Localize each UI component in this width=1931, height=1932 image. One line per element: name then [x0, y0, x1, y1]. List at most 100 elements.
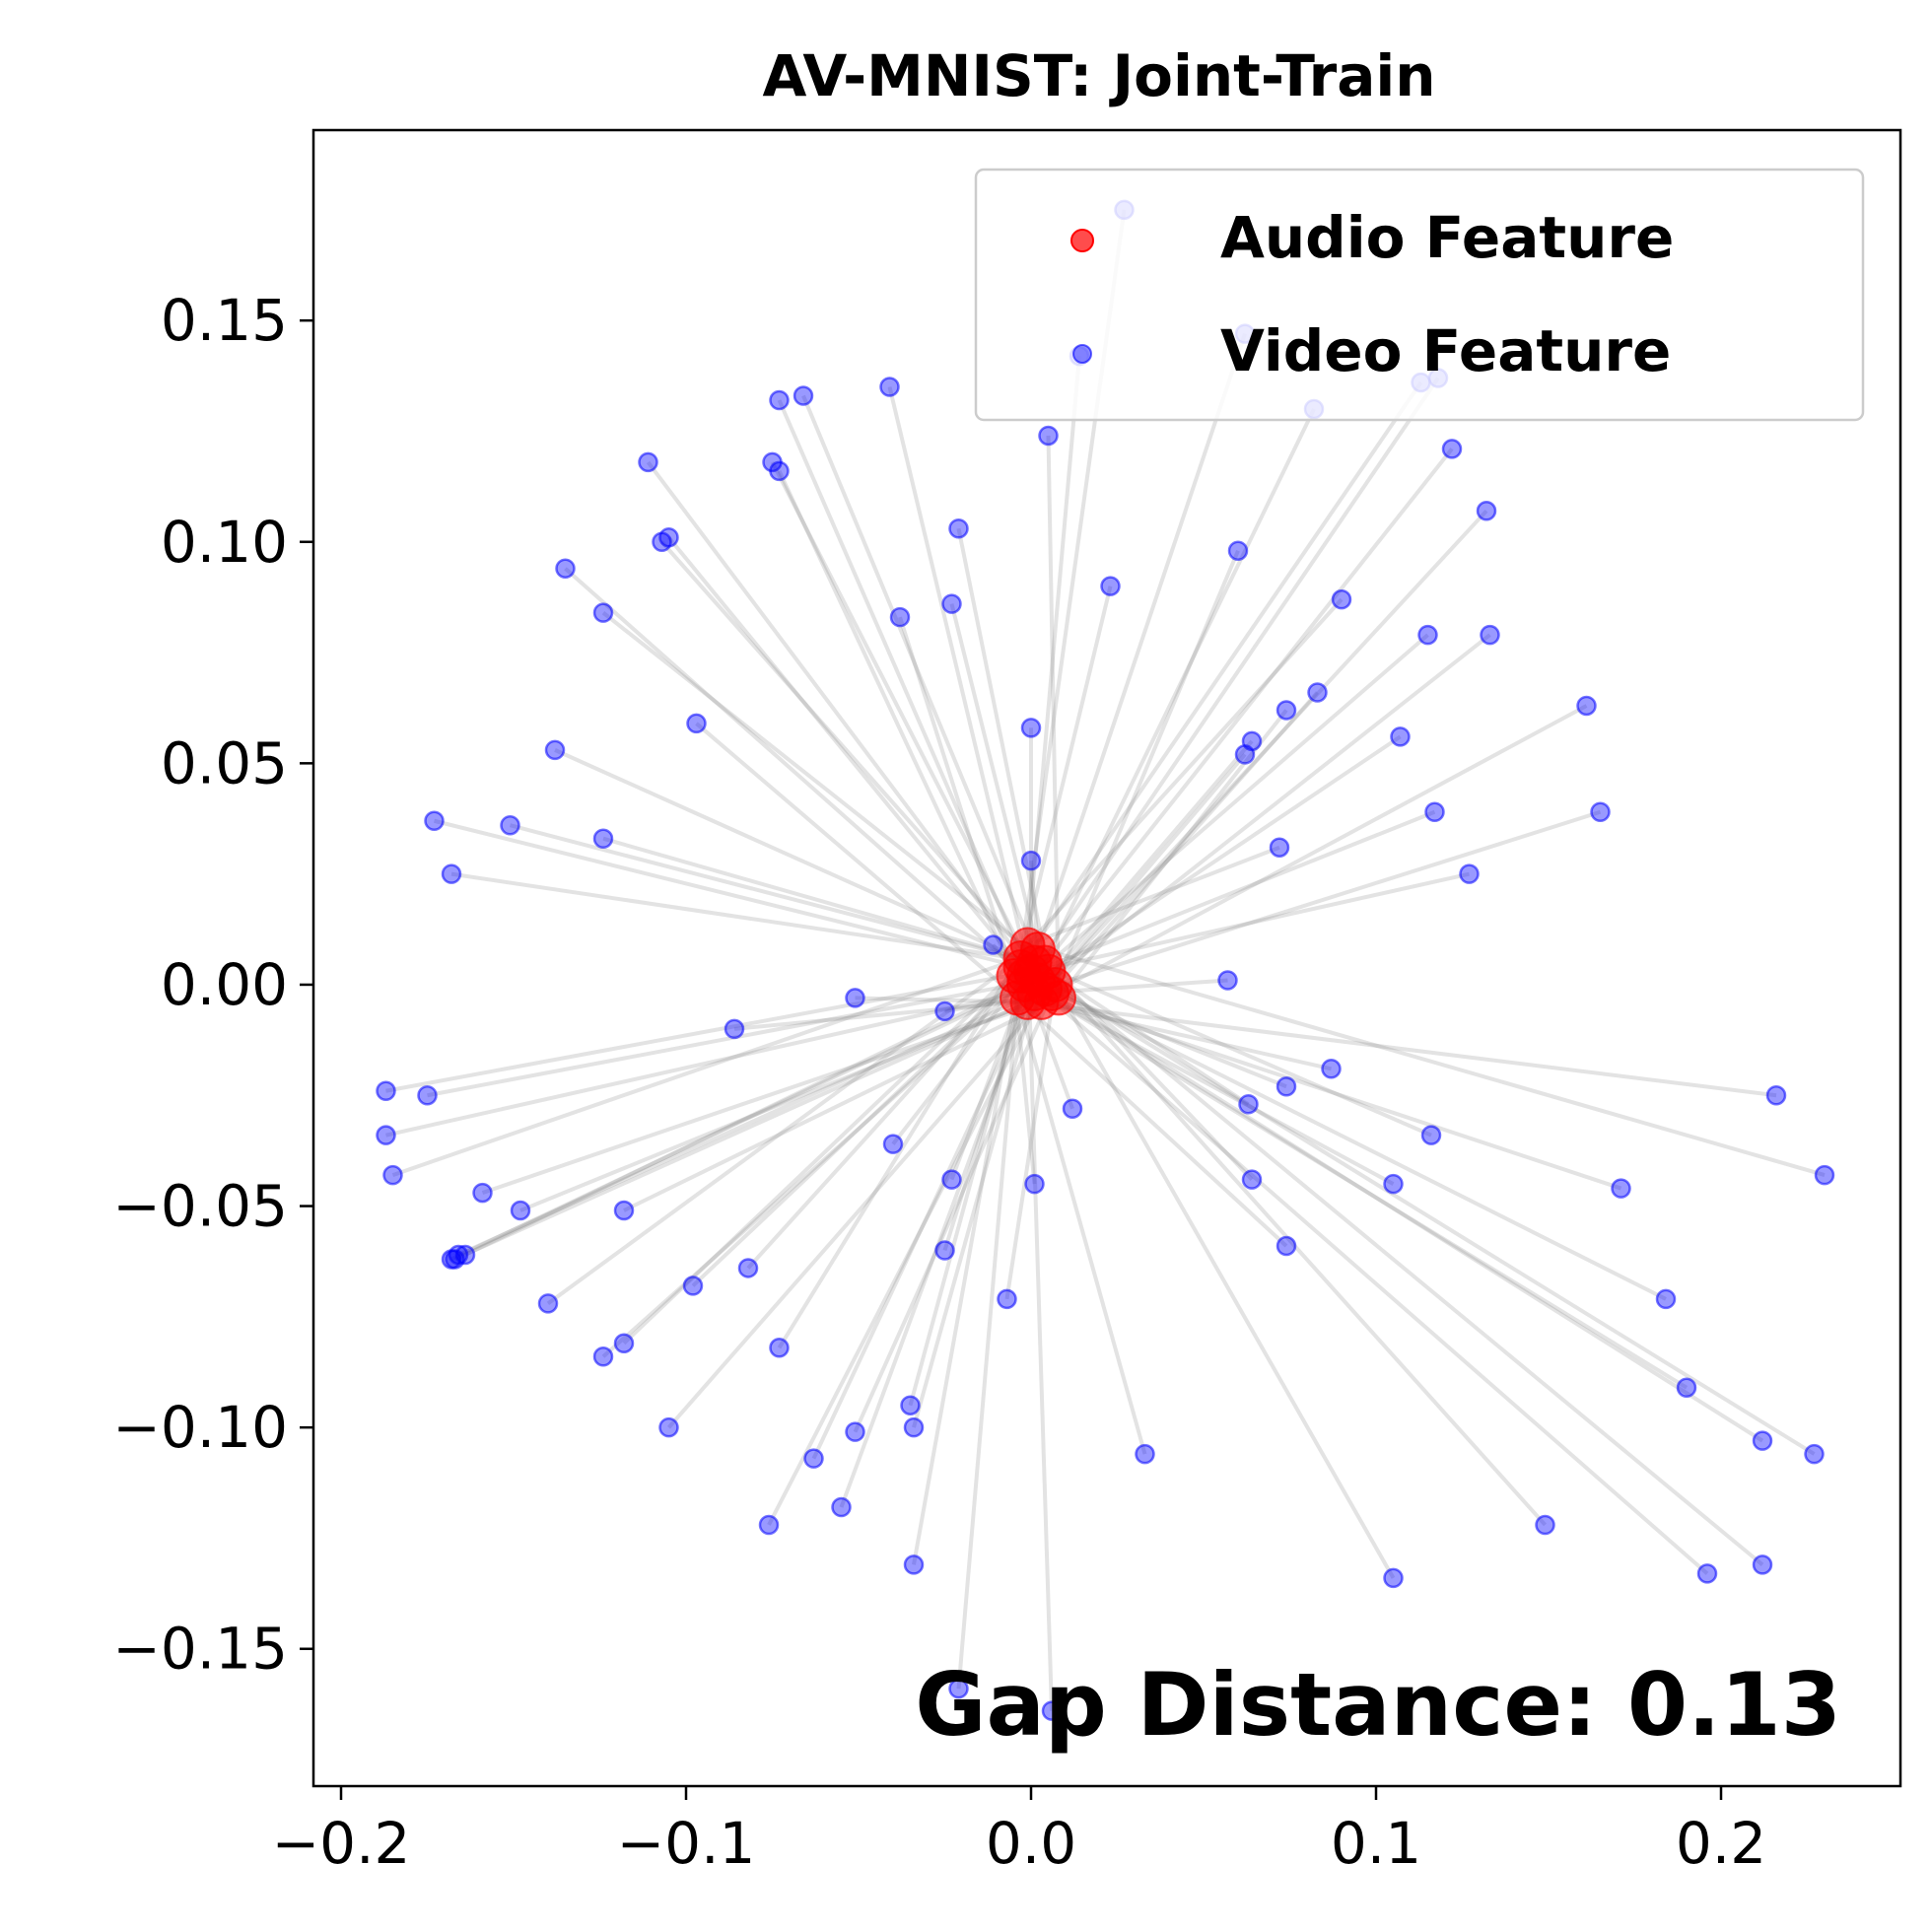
- video-point: [686, 713, 707, 734]
- connector-line: [666, 1000, 1044, 1429]
- video-point: [592, 828, 614, 849]
- connector-line: [1043, 753, 1247, 991]
- video-point: [948, 1678, 969, 1699]
- connector-line: [1027, 1000, 1777, 1098]
- video-point: [941, 1169, 962, 1190]
- connector-line: [391, 956, 1022, 1177]
- video-point: [1276, 700, 1297, 721]
- connector-line: [1025, 944, 1054, 1711]
- y-tick-label: −0.05: [112, 1173, 288, 1240]
- connector-line: [564, 567, 1026, 978]
- video-point: [769, 460, 790, 482]
- video-point: [1459, 863, 1480, 884]
- video-point: [448, 1244, 469, 1266]
- connector-line: [1013, 871, 1470, 978]
- connector-line: [777, 470, 1030, 1003]
- video-point: [1590, 801, 1611, 823]
- video-point: [382, 1164, 403, 1186]
- connector-line: [691, 961, 1036, 1287]
- connector-line: [1054, 809, 1602, 987]
- video-point: [1752, 1554, 1773, 1575]
- connector-line: [1015, 996, 1288, 1248]
- video-point: [1100, 576, 1121, 596]
- connector-line: [853, 993, 1054, 1433]
- video-point: [510, 1200, 531, 1221]
- connector-line: [453, 1000, 1029, 1262]
- video-point: [1135, 1443, 1155, 1465]
- video-point: [441, 863, 462, 884]
- connector-line: [646, 460, 1033, 973]
- connector-line: [1040, 691, 1319, 1004]
- connector-line: [695, 722, 1019, 1000]
- gap-distance-annotation: Gap Distance: 0.13: [915, 1654, 1841, 1756]
- connector-line: [1033, 992, 1622, 1191]
- connector-line: [1022, 377, 1440, 987]
- connector-line: [912, 966, 1023, 1565]
- connector-line: [1033, 633, 1491, 996]
- video-point: [1676, 1377, 1697, 1398]
- video-point: [613, 1200, 635, 1221]
- x-axis: −0.2 −0.1 0.0 0.1 0.2: [272, 1786, 1766, 1877]
- connector-line: [1023, 983, 1395, 1186]
- connector-line: [1036, 734, 1402, 983]
- connector-line: [1043, 961, 1254, 1181]
- connector-line: [801, 394, 1054, 995]
- connector-lines: [385, 209, 1826, 1711]
- video-point: [1321, 1059, 1342, 1079]
- chart-title: AV-MNIST: Joint-Train: [762, 42, 1435, 109]
- video-point: [1062, 1098, 1083, 1119]
- video-point: [1238, 1093, 1259, 1115]
- connector-line: [666, 535, 1023, 969]
- connector-line: [660, 540, 1036, 964]
- video-point: [983, 934, 1003, 955]
- connector-line: [1025, 355, 1081, 945]
- connector-line: [1026, 845, 1280, 947]
- video-point: [1241, 1169, 1263, 1190]
- video-point: [1480, 624, 1500, 646]
- video-point: [769, 389, 790, 411]
- connector-line: [1057, 709, 1288, 1000]
- video-point: [1814, 1164, 1835, 1186]
- connector-line: [1057, 996, 1764, 1443]
- connector-line: [1053, 983, 1396, 1579]
- connector-line: [434, 818, 1021, 969]
- video-point: [500, 814, 520, 836]
- video-point: [941, 593, 962, 614]
- connector-line: [898, 616, 1016, 977]
- video-point: [1611, 1178, 1631, 1199]
- video-point: [472, 1182, 493, 1204]
- legend-box: [974, 168, 1865, 422]
- connector-line: [385, 983, 1056, 1138]
- connector-line: [1044, 987, 1287, 1089]
- video-point: [682, 1276, 704, 1296]
- connector-line: [385, 969, 1032, 1093]
- audio-point: [1037, 966, 1073, 1002]
- connector-line: [912, 993, 1037, 1428]
- connector-line: [450, 871, 1046, 965]
- video-point: [934, 1000, 955, 1022]
- video-point: [803, 1448, 824, 1469]
- plot-frame: [311, 128, 1902, 1788]
- video-point: [1307, 682, 1328, 703]
- video-point: [1024, 1173, 1045, 1195]
- legend-audio-label: Audio Feature: [1220, 204, 1674, 271]
- video-point: [737, 1258, 759, 1278]
- connector-line: [1011, 380, 1423, 978]
- connector-line: [1026, 942, 1826, 1178]
- video-point: [376, 1080, 396, 1102]
- video-point: [758, 1514, 780, 1536]
- video-point: [1234, 744, 1256, 765]
- connector-line: [1015, 448, 1454, 1000]
- connector-line: [1023, 809, 1436, 978]
- video-point: [555, 558, 576, 579]
- video-point: [831, 1496, 852, 1518]
- video-point: [454, 1244, 476, 1266]
- connector-line: [811, 979, 1040, 1460]
- legend-audio-marker: [1070, 229, 1094, 252]
- y-axis: 0.15 0.10 0.05 0.00 −0.05 −0.10 −0.15: [112, 287, 313, 1683]
- audio-points: [996, 927, 1076, 1020]
- video-point: [1269, 837, 1290, 858]
- legend-video-marker: [1072, 344, 1092, 364]
- connector-line: [1036, 332, 1247, 950]
